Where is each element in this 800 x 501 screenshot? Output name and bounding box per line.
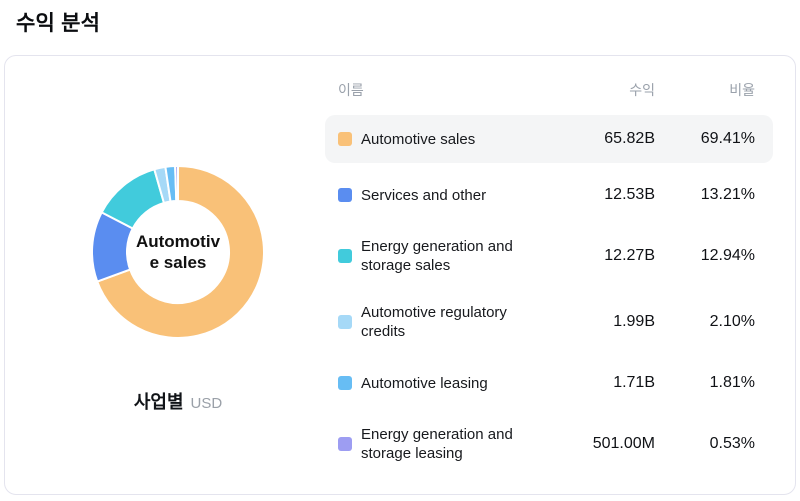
ratio-value: 12.94%	[700, 247, 755, 264]
row-name-cell: Automotive regulatory credits	[338, 303, 550, 341]
series-name: Automotive leasing	[361, 374, 488, 392]
series-color-swatch	[338, 376, 352, 390]
series-name: Automotive sales	[361, 130, 476, 148]
ratio-value: 13.21%	[700, 186, 755, 203]
table-body: Automotive sales 65.82B 69.41% Services and…	[325, 115, 773, 473]
ratio-value: 2.10%	[709, 313, 755, 330]
series-name: Services and other	[361, 186, 487, 204]
table-row[interactable]: Energy generation and storage sales 12.27…	[325, 227, 773, 285]
table-row[interactable]: Automotive leasing 1.71B 1.81%	[325, 359, 773, 407]
row-name-cell: Automotive sales	[338, 130, 550, 149]
series-color-swatch	[338, 132, 352, 146]
series-color-swatch	[338, 249, 352, 263]
series-color-swatch	[338, 188, 352, 202]
donut-slice[interactable]	[174, 165, 179, 203]
table-row[interactable]: Automotive regulatory credits 1.99B 2.10%	[325, 293, 773, 351]
revenue-value: 65.82B	[604, 130, 655, 147]
table-row[interactable]: Services and other 12.53B 13.21%	[325, 171, 773, 219]
revenue-value: 12.53B	[604, 186, 655, 203]
series-name: Energy generation and storage sales	[361, 238, 513, 274]
table-row[interactable]: Automotive sales 65.82B 69.41%	[325, 115, 773, 163]
series-name: Automotive regulatory credits	[361, 304, 507, 340]
table-header-name: 이름	[338, 82, 364, 98]
series-color-swatch	[338, 315, 352, 329]
donut-slice[interactable]	[96, 165, 265, 339]
ratio-value: 69.41%	[700, 130, 755, 147]
table-header-revenue: 수익	[629, 82, 655, 98]
chart-footer-unit: USD	[190, 395, 223, 412]
legend-table: 이름 수익 비율 Automotive sales 65.82B 69.41% Ser…	[325, 56, 795, 494]
row-name-cell: Automotive leasing	[338, 374, 550, 393]
table-header-ratio: 비율	[729, 82, 755, 98]
table-header-row: 이름 수익 비율	[325, 80, 773, 100]
row-name-cell: Energy generation and storage leasing	[338, 425, 550, 463]
page-title: 수익 분석	[16, 12, 101, 35]
revenue-analysis-card: Automotiv e sales 사업별 USD 이름 수익 비율 Automo…	[4, 55, 796, 495]
donut-chart[interactable]	[91, 165, 265, 339]
chart-footer: 사업별 USD	[134, 388, 222, 414]
series-color-swatch	[338, 437, 352, 451]
chart-footer-label: 사업별	[133, 392, 184, 412]
table-row[interactable]: Energy generation and storage leasing 501…	[325, 415, 773, 473]
ratio-value: 1.81%	[709, 374, 755, 391]
revenue-value: 501.00M	[592, 435, 655, 452]
row-name-cell: Energy generation and storage sales	[338, 237, 550, 275]
revenue-value: 1.71B	[613, 374, 655, 391]
row-name-cell: Services and other	[338, 186, 550, 205]
revenue-value: 12.27B	[604, 247, 655, 264]
revenue-value: 1.99B	[613, 313, 655, 330]
series-name: Energy generation and storage leasing	[361, 426, 513, 462]
ratio-value: 0.53%	[709, 435, 755, 452]
donut-chart-pane: Automotiv e sales 사업별 USD	[5, 56, 325, 494]
